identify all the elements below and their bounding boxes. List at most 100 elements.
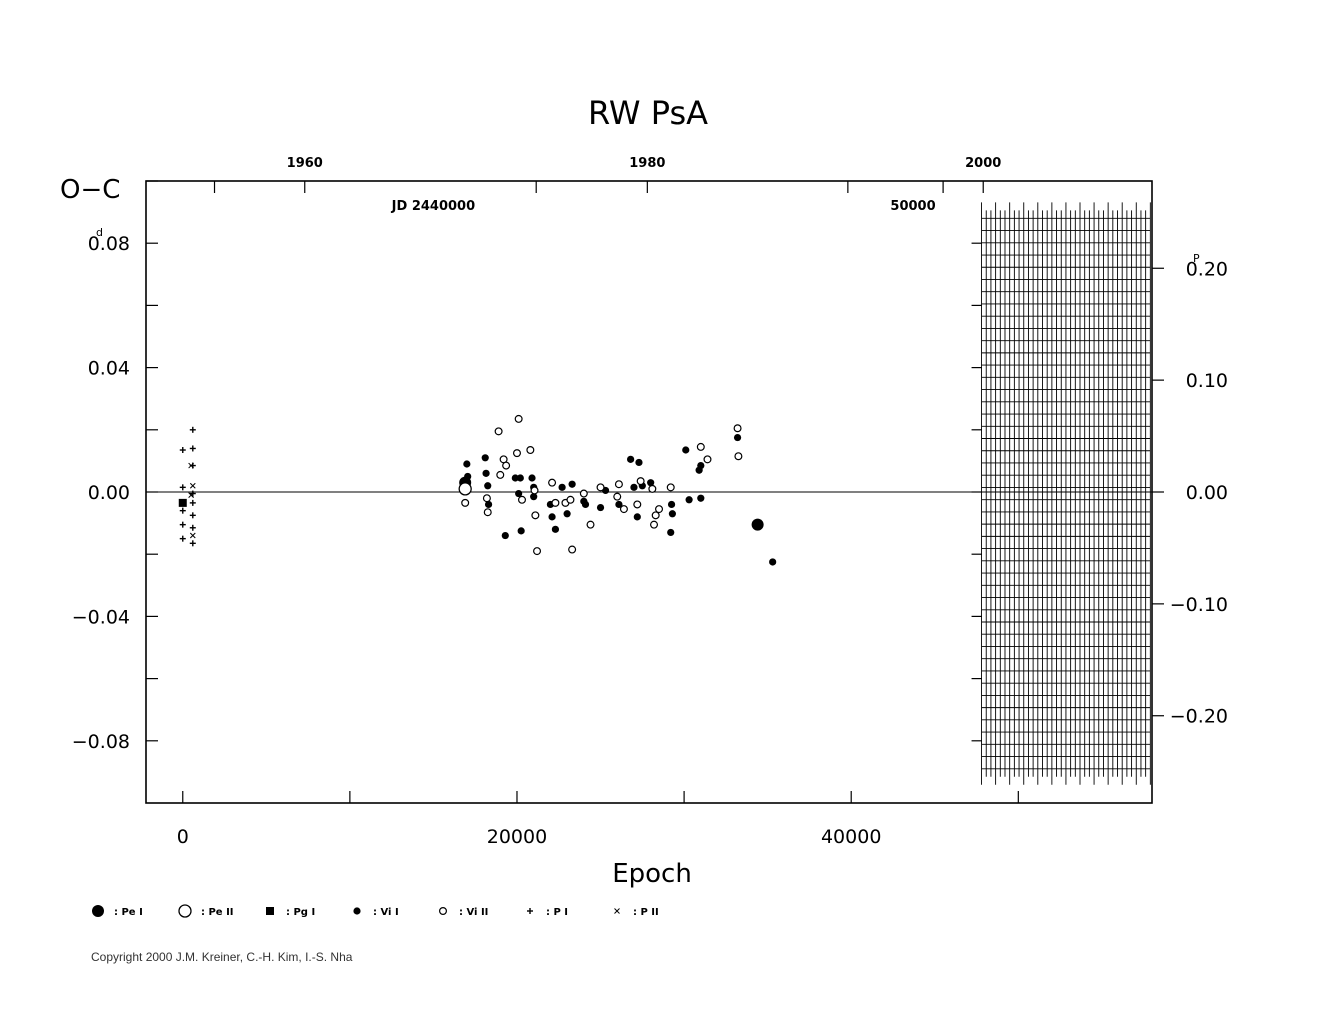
data-point-p1 — [179, 447, 186, 454]
data-point-vi1 — [633, 513, 641, 521]
data-point-vi2 — [651, 511, 660, 520]
x-tick-label: 0 — [177, 826, 189, 848]
vi2-marker — [502, 461, 511, 470]
data-point-p2 — [189, 482, 196, 489]
vi1-marker — [596, 503, 605, 512]
p2-marker-b — [614, 908, 620, 914]
legend-label: : Pe I — [114, 907, 143, 918]
y-axis-label: O−C — [60, 175, 120, 205]
vi1-marker — [548, 513, 556, 521]
data-point-vi2 — [514, 414, 523, 423]
vi2-marker — [666, 483, 675, 492]
data-point-vi1 — [667, 500, 676, 509]
data-point-p1 — [179, 521, 186, 528]
data-point-vi1 — [667, 528, 675, 537]
year-label: 1960 — [287, 156, 323, 171]
data-point-vi1 — [769, 558, 777, 566]
data-point-vi1 — [551, 525, 560, 533]
vi1-marker — [516, 474, 524, 482]
data-point-p1 — [189, 426, 196, 433]
data-point-vi1 — [627, 455, 635, 463]
vi2-marker — [533, 547, 542, 556]
legend-symbol-pe2 — [178, 904, 192, 918]
vi1-marker — [697, 494, 705, 502]
data-point-vi2 — [655, 505, 664, 514]
phase-tick-label: 0.00 — [1186, 482, 1228, 504]
vi2-marker — [734, 452, 743, 461]
vi2-marker — [483, 508, 492, 517]
vi1-marker — [627, 455, 635, 463]
data-point-vi2 — [533, 547, 542, 556]
data-point-vi1 — [501, 531, 509, 540]
data-point-vi2 — [619, 505, 628, 514]
data-point-p2 — [188, 492, 194, 498]
vi2-marker — [655, 505, 664, 514]
data-point-vi1 — [596, 503, 605, 512]
pe1-marker — [751, 518, 764, 531]
data-point-vi1 — [464, 472, 472, 481]
phase-tick-label: 0.10 — [1186, 370, 1228, 392]
data-point-vi1 — [647, 479, 655, 487]
vi2-marker — [494, 427, 503, 436]
legend-symbol-pe1 — [92, 905, 104, 917]
data-point-vi2 — [496, 470, 505, 479]
vi1-marker — [501, 531, 509, 540]
y-tick-label: −0.04 — [72, 606, 130, 628]
data-point-vi2 — [530, 486, 539, 495]
pe2-marker — [178, 904, 192, 918]
data-point-vi2 — [636, 477, 645, 486]
vi2-marker — [614, 480, 623, 489]
legend-symbol-pg1 — [266, 907, 274, 915]
data-point-pg1 — [178, 498, 187, 507]
year-label: 1980 — [629, 156, 665, 171]
vi1-marker — [511, 474, 519, 482]
data-point-vi2 — [666, 483, 675, 492]
data-point-p2 — [188, 462, 194, 469]
phase-tick-label: −0.10 — [1170, 594, 1228, 616]
legend-symbol-p1 — [527, 908, 533, 914]
vi1-marker — [484, 500, 493, 509]
vi1-marker — [551, 525, 560, 533]
y-unit-label: d — [96, 226, 103, 239]
data-point-p1 — [179, 484, 186, 491]
vi2-marker — [696, 442, 705, 451]
vi1-marker — [530, 493, 538, 501]
vi1-marker — [647, 479, 655, 487]
data-point-vi1 — [668, 510, 676, 518]
legend-item: : Vi I — [353, 907, 399, 918]
data-point-p2 — [189, 532, 196, 539]
vi1-marker — [463, 460, 471, 468]
year-label: 2000 — [965, 156, 1001, 171]
data-point-vi2 — [531, 511, 540, 520]
pg1-marker — [266, 907, 274, 915]
legend: : Pe I: Pe II: Pg I: Vi I: Vi II: P I: P… — [92, 904, 659, 918]
data-point-vi1 — [516, 474, 524, 482]
p2-marker-b — [188, 462, 194, 469]
data-point-vi2 — [648, 484, 657, 493]
vi1-marker — [517, 527, 525, 535]
vi1-marker — [482, 469, 490, 477]
data-point-vi1 — [568, 480, 576, 488]
vi2-marker — [619, 505, 628, 514]
data-point-vi1 — [581, 500, 590, 509]
data-point-vi1 — [682, 446, 690, 454]
data-point-vi2 — [483, 508, 492, 517]
data-point-vi1 — [615, 500, 623, 509]
vi2-marker — [439, 906, 448, 915]
vi1-marker — [353, 907, 361, 915]
p2-marker-b — [189, 532, 196, 539]
data-point-vi1 — [515, 489, 523, 498]
vi2-marker — [633, 500, 642, 509]
vi1-marker — [668, 510, 676, 518]
data-point-vi1 — [484, 500, 493, 509]
vi2-marker — [596, 483, 605, 492]
data-point-vi1 — [481, 454, 489, 462]
data-point-p1 — [189, 499, 196, 506]
data-point-vi2 — [482, 494, 491, 503]
data-point-vi2 — [633, 500, 642, 509]
vi2-marker — [482, 494, 491, 503]
vi1-marker — [481, 454, 489, 462]
vi1-marker — [685, 496, 693, 504]
data-point-vi1 — [635, 458, 643, 467]
p2-marker-b — [189, 482, 196, 489]
